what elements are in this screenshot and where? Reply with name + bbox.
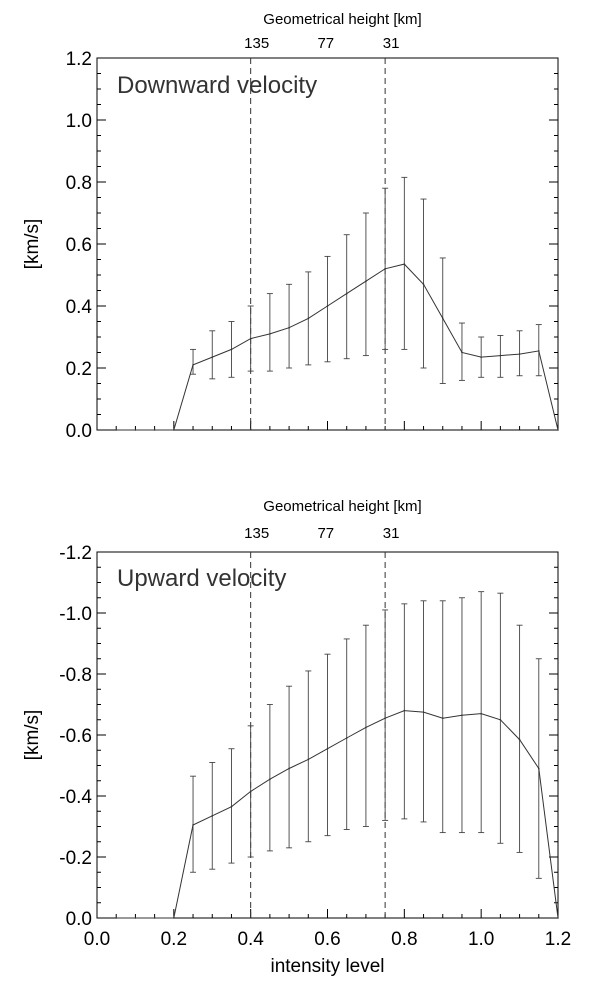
data-point (461, 351, 463, 354)
data-point (480, 712, 482, 715)
data-point (192, 824, 194, 826)
top-axis-title: Geometrical height [km] (263, 498, 421, 515)
top-axis-tick-label: 135 (244, 35, 269, 52)
y-tick-label: -1.0 (59, 604, 92, 625)
y-axis-label: [km/s] (22, 219, 43, 270)
x-tick-label: 1.2 (545, 929, 571, 950)
data-point (403, 263, 406, 265)
data-point (192, 364, 194, 366)
data-point (134, 917, 137, 919)
data-point (249, 790, 252, 793)
data-point (307, 317, 310, 320)
data-point (537, 350, 540, 352)
y-tick-label: 1.0 (66, 111, 92, 132)
data-point (288, 767, 290, 770)
top-axis-title: Geometrical height [km] (263, 11, 421, 28)
data-point (153, 429, 156, 431)
data-point (480, 356, 482, 358)
data-point (557, 429, 559, 431)
panel-label: Downward velocity (117, 72, 317, 99)
y-tick-label: 0.4 (66, 297, 93, 318)
panel-upward: 0.0 -0.2 -0.4 -0.6 -0.8 -1.0 -1.2 0.0 0.2 0.4 0.6 0… (22, 498, 571, 977)
data-point (345, 292, 348, 295)
x-tick-label: 0.4 (237, 929, 264, 950)
y-tick-label: -0.4 (59, 787, 92, 808)
data-point (307, 758, 310, 761)
x-tick-label: 0.8 (391, 929, 417, 950)
data-point (384, 717, 386, 720)
data-point (365, 280, 367, 283)
data-point (499, 718, 502, 721)
data-point (230, 805, 233, 808)
x-tick-label: 0.6 (314, 929, 340, 950)
data-point (173, 429, 175, 431)
y-tick-label: 0.8 (66, 173, 92, 194)
top-axis-tick-label: 31 (383, 525, 400, 542)
data-point (422, 711, 425, 713)
data-point (249, 337, 252, 340)
y-tick-label: -0.2 (59, 848, 92, 869)
y-tick-label: 0.2 (66, 359, 92, 380)
data-point (384, 268, 386, 270)
data-point (518, 738, 521, 741)
y-tick-label: 0.0 (66, 909, 92, 930)
x-tick-label: 0.0 (84, 929, 110, 950)
data-point (403, 709, 406, 712)
velocity-curve (116, 710, 559, 919)
x-tick-label: 0.2 (161, 929, 187, 950)
data-point (230, 348, 233, 351)
data-point (153, 917, 156, 919)
y-tick-label: -0.8 (59, 665, 92, 686)
panel-downward: 0.0 0.2 0.4 0.6 0.8 1.0 1.2 Geometrical height … (22, 11, 559, 442)
y-tick-label: 1.2 (66, 49, 92, 70)
data-point (441, 717, 444, 720)
data-point (537, 767, 540, 770)
data-point (441, 317, 444, 320)
data-point (461, 714, 463, 716)
data-point (365, 726, 367, 729)
top-axis-tick-label: 77 (317, 35, 334, 52)
data-point (211, 356, 214, 358)
data-point (269, 778, 271, 781)
data-point (499, 354, 502, 357)
y-tick-label: 0.6 (66, 235, 92, 256)
x-tick-label: 1.0 (468, 929, 494, 950)
y-tick-label: 0.0 (66, 421, 92, 442)
data-point (173, 917, 175, 919)
data-point (326, 747, 329, 750)
top-axis-tick-label: 135 (244, 525, 269, 542)
data-point (422, 283, 425, 286)
data-point (326, 305, 329, 307)
data-point (134, 429, 137, 431)
data-point (115, 429, 118, 431)
data-point (115, 917, 118, 919)
panel-label: Upward velocity (117, 565, 286, 592)
data-point (345, 737, 348, 739)
top-axis-tick-label: 31 (383, 35, 400, 52)
data-point (211, 815, 214, 817)
y-axis-label: [km/s] (22, 710, 43, 761)
data-point (557, 917, 559, 919)
plot-frame (96, 57, 559, 431)
velocity-curve (116, 263, 559, 431)
top-axis-tick-label: 77 (317, 525, 334, 542)
y-tick-label: -0.6 (59, 726, 92, 747)
data-point (518, 353, 521, 355)
data-point (269, 333, 271, 335)
data-point (288, 326, 290, 329)
x-axis-label: intensity level (270, 956, 384, 977)
y-tick-label: -1.2 (59, 543, 92, 564)
